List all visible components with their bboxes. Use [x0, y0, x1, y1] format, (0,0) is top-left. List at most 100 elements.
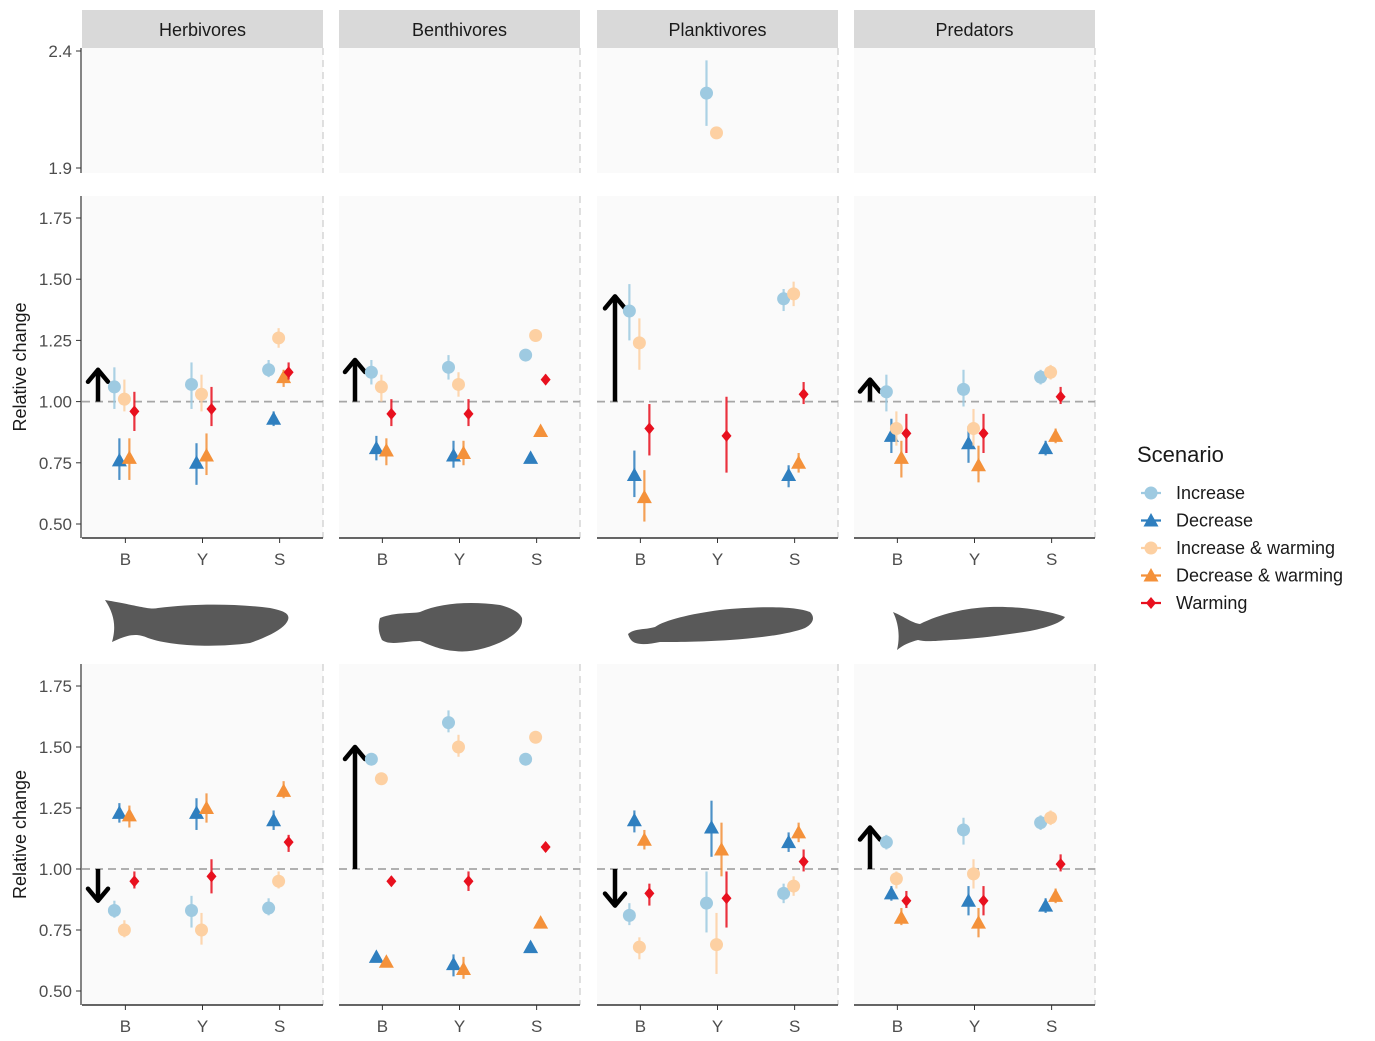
upper-benthivores-y-increase-and-warming-point — [452, 377, 465, 391]
upper-x-tick-label-s: S — [531, 550, 542, 569]
legend-key-increase — [1144, 486, 1158, 500]
lower-predators-s-warming-point — [1055, 858, 1066, 871]
lower-y-tick-label: 0.75 — [39, 921, 72, 940]
lower-x-tick-label-y: Y — [712, 1017, 723, 1036]
upper-planktivores-s-increase-point — [777, 292, 791, 306]
upper-y-tick-label: 0.75 — [39, 454, 72, 473]
top-strip-panel-bg — [597, 48, 838, 173]
upper-herbivores-y-decrease-and-warming-point — [199, 447, 214, 462]
lower-benthivores-s-increase-and-warming-point — [529, 730, 543, 744]
top-strip-tick-label: 1.9 — [48, 159, 72, 178]
upper-panel-bg-predators — [854, 196, 1095, 538]
lower-planktivores-y-increase-point — [700, 896, 713, 910]
lower-planktivores-b-decrease-and-warming-point — [636, 832, 652, 846]
lower-predators-y-increase-and-warming-point — [967, 867, 980, 881]
upper-herbivores-y-warming-point — [206, 402, 217, 415]
facet-label-planktivores: Planktivores — [668, 20, 766, 40]
upper-x-tick-label-b: B — [120, 550, 131, 569]
top-strip-panel-bg — [854, 48, 1095, 173]
lower-predators-y-decrease-point — [961, 893, 976, 907]
fish-silhouette-planktivore — [628, 607, 813, 645]
lower-x-tick-label-y: Y — [197, 1017, 208, 1036]
lower-panel-bg-herbivores — [82, 664, 323, 1005]
upper-benthivores-y-warming-point — [463, 407, 474, 420]
upper-benthivores-b-increase-point — [364, 365, 378, 379]
legend-title: Scenario — [1137, 442, 1224, 467]
upper-herbivores-s-decrease-point — [266, 411, 282, 425]
upper-x-tick-label-y: Y — [969, 550, 980, 569]
upper-planktivores-s-warming-point — [798, 388, 809, 401]
lower-x-tick-label-s: S — [531, 1017, 542, 1036]
upper-direction-arrowhead-benthivores — [342, 357, 368, 375]
lower-benthivores-y-decrease-point — [446, 956, 461, 971]
upper-direction-arrowhead-predators — [857, 377, 883, 394]
lower-benthivores-b-decrease-and-warming-point — [378, 954, 394, 968]
lower-planktivores-s-increase-point — [777, 886, 791, 900]
facet-strip-planktivores — [597, 10, 838, 48]
lower-predators-y-warming-point — [978, 894, 989, 907]
upper-benthivores-b-decrease-point — [368, 440, 384, 455]
upper-benthivores-b-increase-and-warming-point — [374, 380, 388, 394]
upper-y-tick-label: 1.00 — [39, 393, 72, 412]
top-strip-panel-bg — [82, 48, 323, 173]
upper-predators-y-decrease-point — [961, 435, 976, 450]
lower-benthivores-s-decrease-point — [523, 939, 539, 954]
lower-herbivores-y-decrease-and-warming-point — [199, 800, 214, 814]
lower-benthivores-b-decrease-point — [368, 949, 384, 963]
lower-benthivores-y-warming-point — [463, 875, 474, 888]
lower-herbivores-s-increase-and-warming-point — [272, 874, 286, 888]
upper-predators-y-increase-point — [957, 382, 970, 396]
lower-herbivores-b-decrease-and-warming-point — [121, 807, 137, 822]
upper-panel-bg-herbivores — [82, 196, 323, 538]
upper-predators-s-decrease-and-warming-point — [1048, 428, 1064, 442]
lower-panel-bg-predators — [854, 664, 1095, 1005]
lower-benthivores-s-decrease-and-warming-point — [533, 915, 549, 929]
upper-planktivores-b-decrease-point — [626, 467, 642, 482]
facet-label-benthivores: Benthivores — [412, 20, 507, 40]
legend-key-decrease-and-warming — [1143, 568, 1159, 582]
lower-direction-arrowhead-herbivores — [85, 886, 111, 903]
upper-x-tick-label-s: S — [789, 550, 800, 569]
lower-x-tick-label-b: B — [635, 1017, 646, 1036]
lower-benthivores-b-increase-point — [364, 752, 378, 766]
upper-predators-b-increase-and-warming-point — [889, 422, 903, 436]
upper-direction-arrowhead-herbivores — [85, 367, 111, 385]
upper-herbivores-b-increase-point — [107, 380, 121, 394]
upper-benthivores-b-warming-point — [386, 407, 397, 420]
upper-x-tick-label-y: Y — [454, 550, 465, 569]
upper-herbivores-s-warming-point — [283, 366, 294, 379]
upper-x-tick-label-b: B — [635, 550, 646, 569]
facet-strip-herbivores — [82, 10, 323, 48]
lower-herbivores-y-warming-point — [206, 870, 217, 883]
upper-panel-bg-planktivores — [597, 196, 838, 538]
upper-benthivores-s-decrease-point — [523, 450, 539, 464]
lower-benthivores-s-increase-point — [519, 752, 533, 766]
lower-y-tick-label: 1.50 — [39, 738, 72, 757]
lower-herbivores-b-increase-point — [107, 903, 121, 917]
lower-y-tick-label: 1.00 — [39, 860, 72, 879]
top-planktivores-y-increase-and-warming-point — [710, 126, 723, 140]
facet-label-predators: Predators — [935, 20, 1013, 40]
upper-planktivores-y-warming-point — [721, 429, 732, 442]
upper-y-tick-label: 1.75 — [39, 209, 72, 228]
upper-x-tick-label-b: B — [892, 550, 903, 569]
upper-herbivores-s-increase-point — [262, 363, 276, 377]
lower-direction-arrowhead-benthivores — [342, 744, 368, 762]
upper-x-tick-label-s: S — [1046, 550, 1057, 569]
upper-benthivores-s-warming-point — [540, 373, 551, 386]
lower-planktivores-y-warming-point — [721, 892, 732, 905]
upper-predators-b-warming-point — [901, 427, 912, 440]
legend-key-warming — [1146, 597, 1156, 609]
lower-x-tick-label-s: S — [1046, 1017, 1057, 1036]
upper-benthivores-s-decrease-and-warming-point — [533, 423, 549, 437]
upper-benthivores-y-increase-point — [442, 360, 455, 374]
upper-y-axis-title: Relative change — [10, 302, 30, 431]
lower-herbivores-s-increase-point — [262, 901, 276, 915]
lower-benthivores-b-warming-point — [386, 875, 397, 888]
upper-x-tick-label-b: B — [377, 550, 388, 569]
top-strip-tick-label: 2.4 — [48, 42, 72, 61]
upper-predators-b-decrease-point — [883, 428, 899, 442]
lower-predators-b-increase-and-warming-point — [889, 872, 903, 886]
upper-predators-s-decrease-point — [1038, 440, 1054, 455]
